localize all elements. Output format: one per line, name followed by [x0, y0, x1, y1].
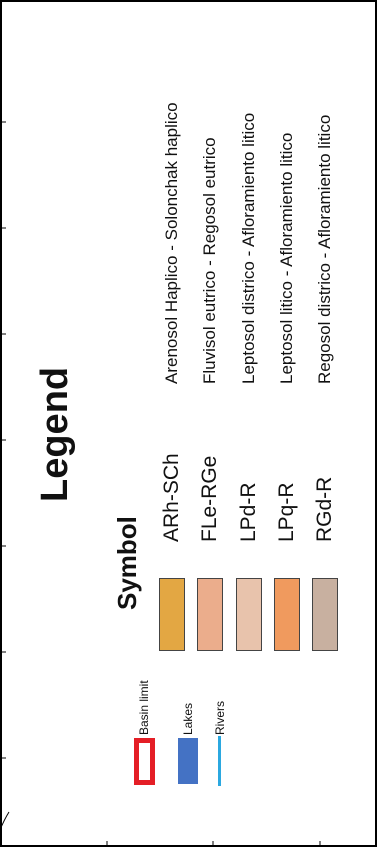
legend-swatch — [236, 578, 262, 651]
basin-limit-icon — [134, 738, 155, 785]
legend-swatch — [312, 578, 338, 651]
legend-swatch — [197, 578, 223, 651]
legend-description: Arenosol Haplico - Solonchak haplico — [162, 102, 181, 384]
basin-limit-label: Basin limit — [137, 680, 151, 735]
legend-title: Legend — [34, 366, 76, 502]
legend-code: ARh-SCh — [160, 453, 183, 542]
lake-icon — [178, 738, 198, 784]
legend-code: RGd-R — [313, 476, 336, 542]
legend-swatch — [159, 578, 185, 651]
rivers-label: Rivers — [213, 700, 227, 735]
legend-description: Leptosol districo - Afloramiento litico — [239, 112, 258, 384]
legend-swatch — [274, 578, 300, 651]
legend-code: LPq-R — [275, 482, 298, 542]
legend-code: FLe-RGe — [198, 455, 221, 542]
symbol-heading: Symbol — [112, 516, 142, 610]
legend-description: Regosol districo - Afloramiento litico — [315, 114, 334, 384]
legend-code: LPd-R — [237, 482, 260, 542]
river-icon — [218, 736, 221, 786]
legend-description: Leptosol litico - Afloramiento litico — [277, 132, 296, 384]
legend-description: Fluvisol eutrico - Regosol eutrico — [200, 137, 219, 384]
lakes-label: Lakes — [181, 702, 195, 735]
